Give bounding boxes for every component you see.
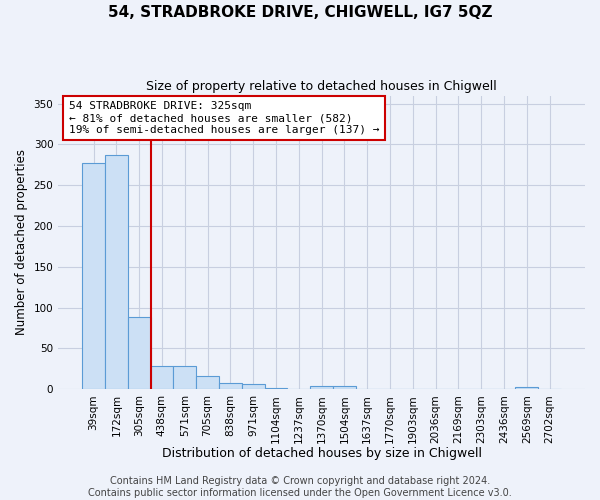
Bar (242, 384, 265, 389)
Bar (219, 382, 242, 389)
X-axis label: Distribution of detached houses by size in Chigwell: Distribution of detached houses by size … (161, 447, 482, 460)
Bar (265, 388, 287, 389)
Bar (128, 318, 151, 389)
Bar (196, 376, 219, 389)
Bar (173, 366, 196, 389)
Text: 54, STRADBROKE DRIVE, CHIGWELL, IG7 5QZ: 54, STRADBROKE DRIVE, CHIGWELL, IG7 5QZ (108, 5, 492, 20)
Bar (151, 366, 173, 389)
Y-axis label: Number of detached properties: Number of detached properties (15, 150, 28, 336)
Text: 54 STRADBROKE DRIVE: 325sqm
← 81% of detached houses are smaller (582)
19% of se: 54 STRADBROKE DRIVE: 325sqm ← 81% of det… (69, 102, 379, 134)
Bar (105, 155, 128, 389)
Title: Size of property relative to detached houses in Chigwell: Size of property relative to detached ho… (146, 80, 497, 93)
Bar (515, 387, 538, 389)
Bar (333, 386, 356, 389)
Bar (82, 164, 105, 389)
Bar (310, 386, 333, 389)
Text: Contains HM Land Registry data © Crown copyright and database right 2024.
Contai: Contains HM Land Registry data © Crown c… (88, 476, 512, 498)
